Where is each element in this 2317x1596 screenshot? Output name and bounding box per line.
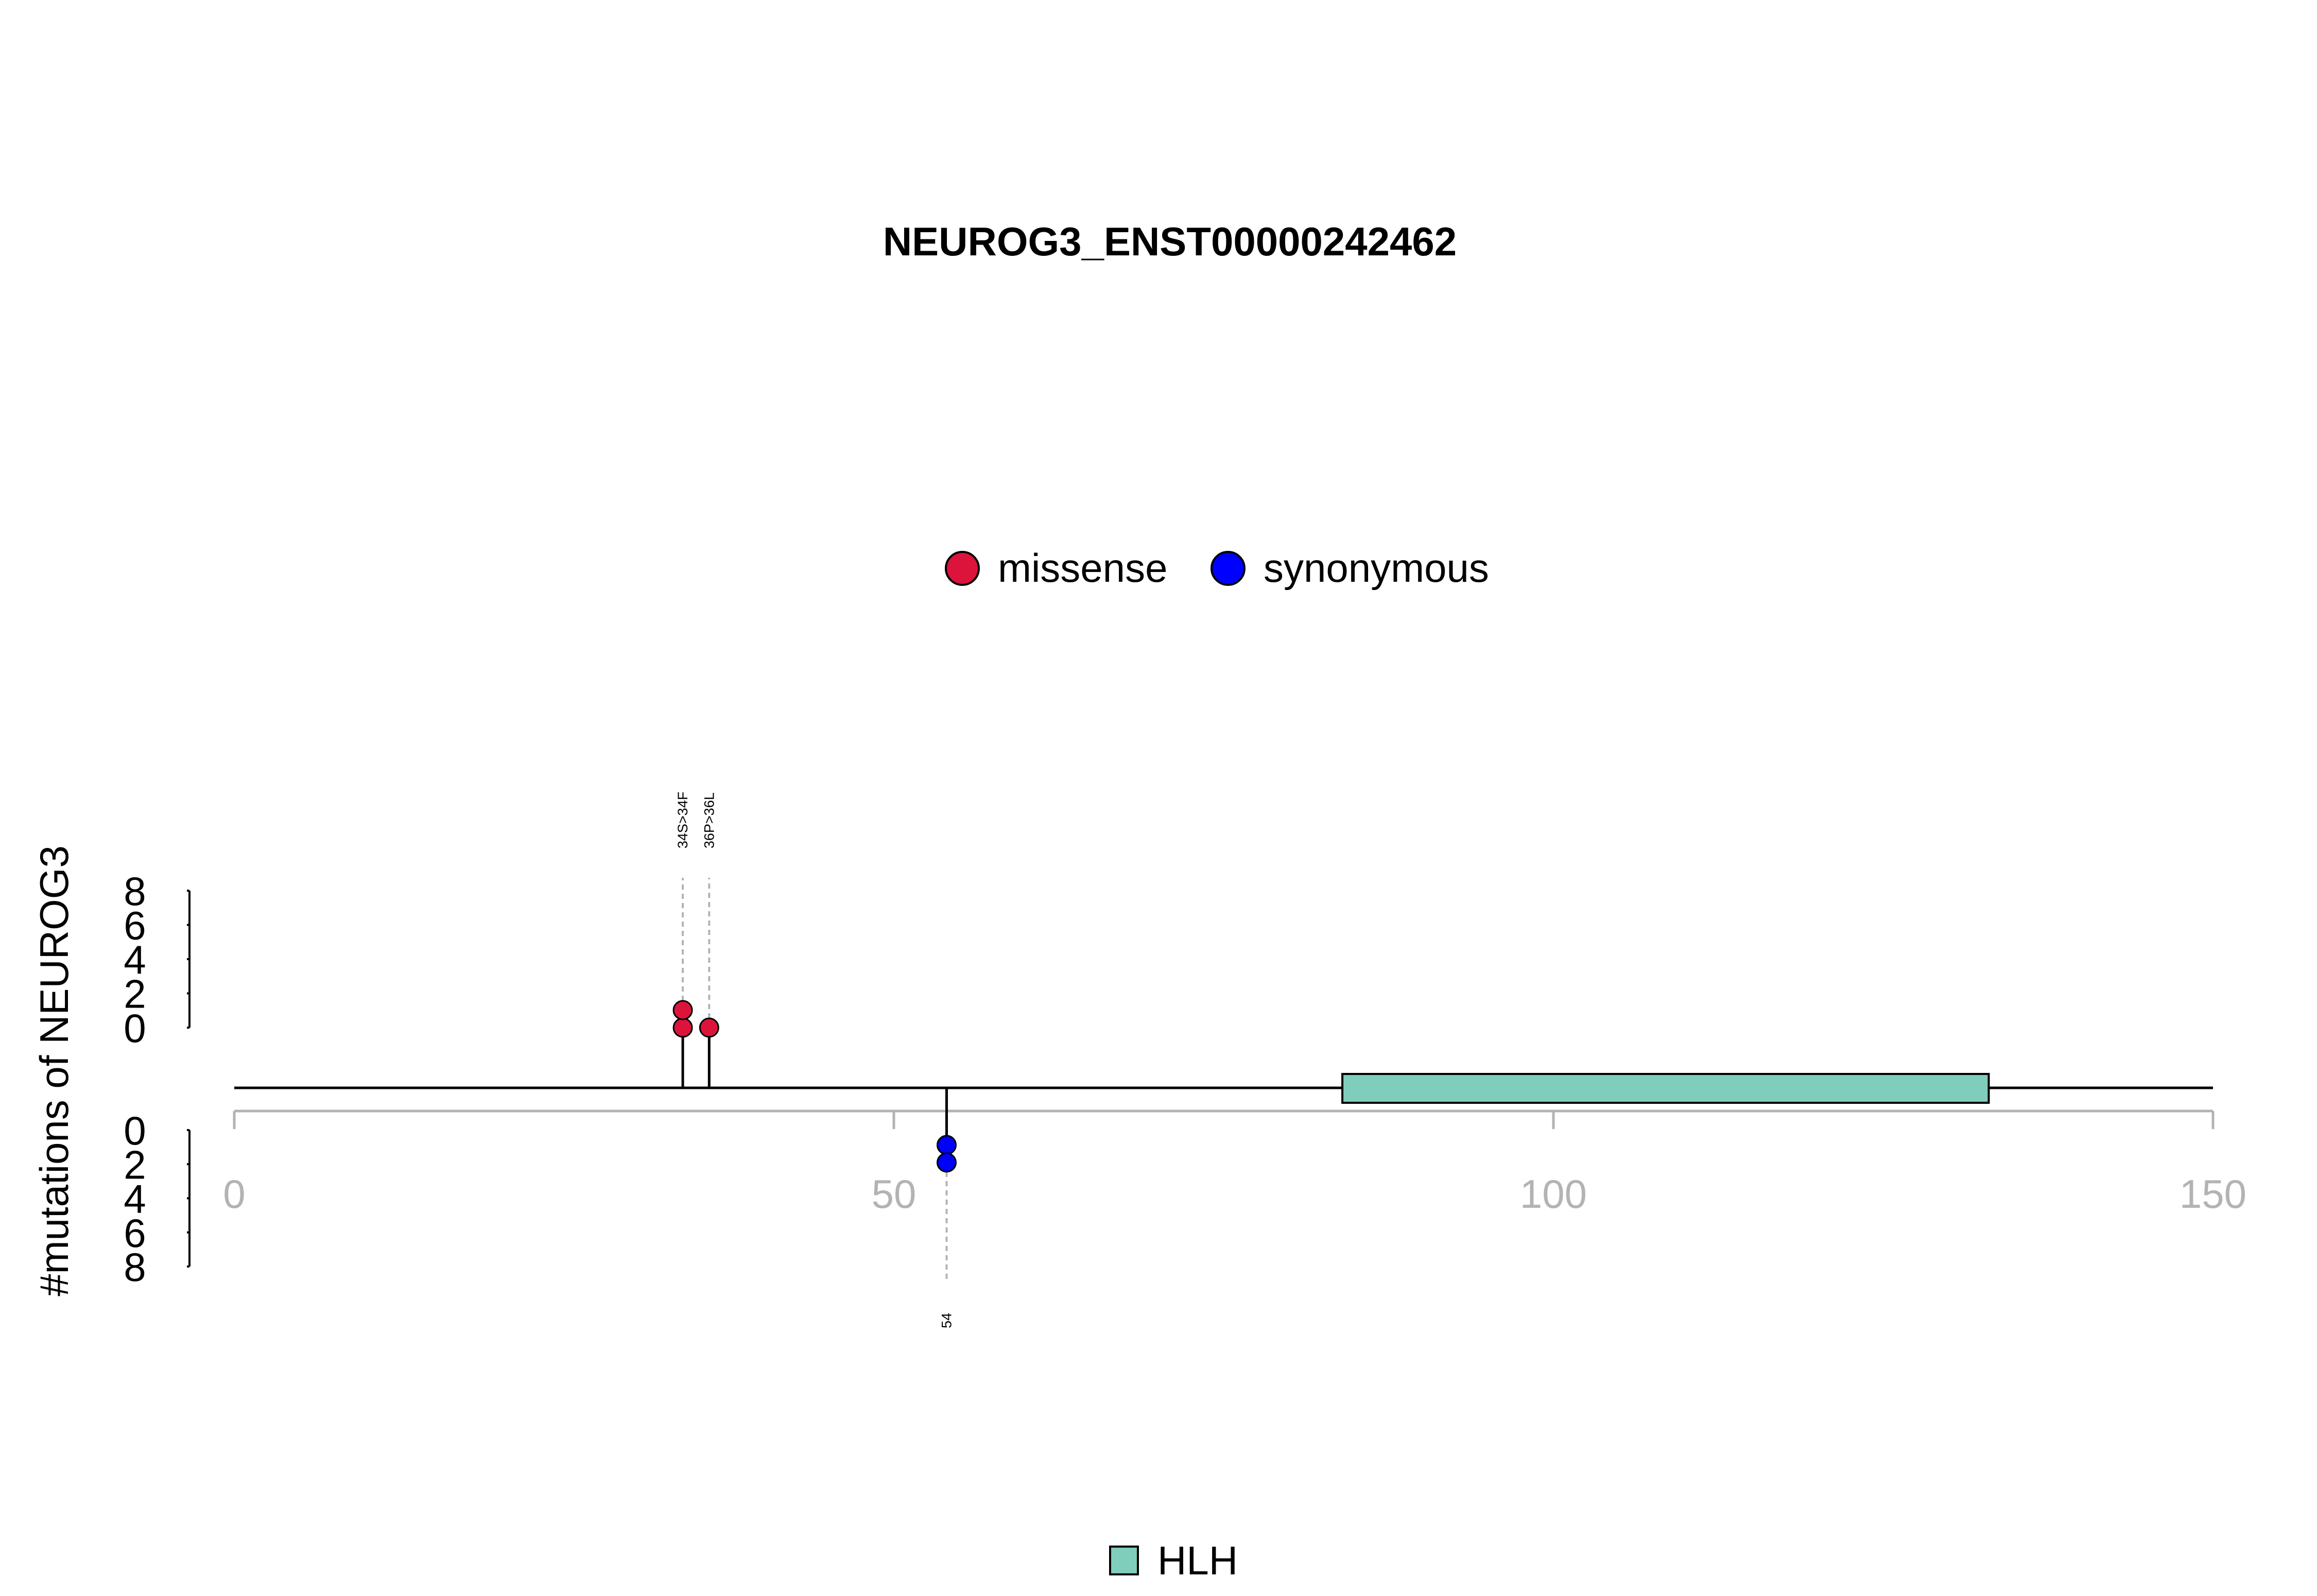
- domain-legend-label: HLH: [1157, 1538, 1238, 1583]
- mutation-label: 36P>36L: [701, 792, 717, 848]
- chart-title: NEUROG3_ENST00000242462: [883, 219, 1457, 264]
- mutation-point-synonymous: [936, 1152, 957, 1173]
- x-tick-label: 100: [1520, 1171, 1587, 1217]
- x-tick-label: 50: [872, 1171, 917, 1217]
- y-tick-label-bottom: 8: [124, 1244, 146, 1290]
- x-tick-label: 0: [223, 1171, 245, 1217]
- mutation-point-missense: [699, 1017, 719, 1038]
- mutation-label: 34S>34F: [675, 792, 690, 848]
- y-tick-label-bottom: 4: [124, 1176, 146, 1222]
- y-tick-label-top: 0: [124, 1005, 146, 1051]
- y-axis-label: #mutations of NEUROG3: [31, 845, 77, 1296]
- legend-marker-missense: [945, 551, 980, 586]
- legend-label-synonymous: synonymous: [1264, 545, 1489, 591]
- y-tick-label-bottom: 2: [124, 1142, 146, 1187]
- y-tick-label-top: 6: [124, 903, 146, 948]
- y-tick-label-top: 8: [124, 869, 146, 914]
- y-tick-label-top: 2: [124, 972, 146, 1017]
- mutation-point-synonymous: [936, 1135, 957, 1155]
- x-tick-label: 150: [2180, 1171, 2246, 1217]
- mutation-label: 54: [939, 1313, 954, 1328]
- mutation-point-missense: [672, 1000, 693, 1020]
- mutation-legend: missense synonymous: [945, 545, 1489, 591]
- mutation-point-missense: [672, 1017, 693, 1038]
- domain-legend-swatch: [1109, 1546, 1139, 1575]
- domain-HLH: [1341, 1073, 1990, 1104]
- domain-legend: HLH: [1109, 1538, 1238, 1583]
- y-tick-label-top: 4: [124, 937, 146, 982]
- legend-label-missense: missense: [998, 545, 1167, 591]
- legend-marker-synonymous: [1211, 551, 1246, 586]
- y-tick-label-bottom: 6: [124, 1210, 146, 1256]
- y-tick-label-bottom: 0: [124, 1108, 146, 1153]
